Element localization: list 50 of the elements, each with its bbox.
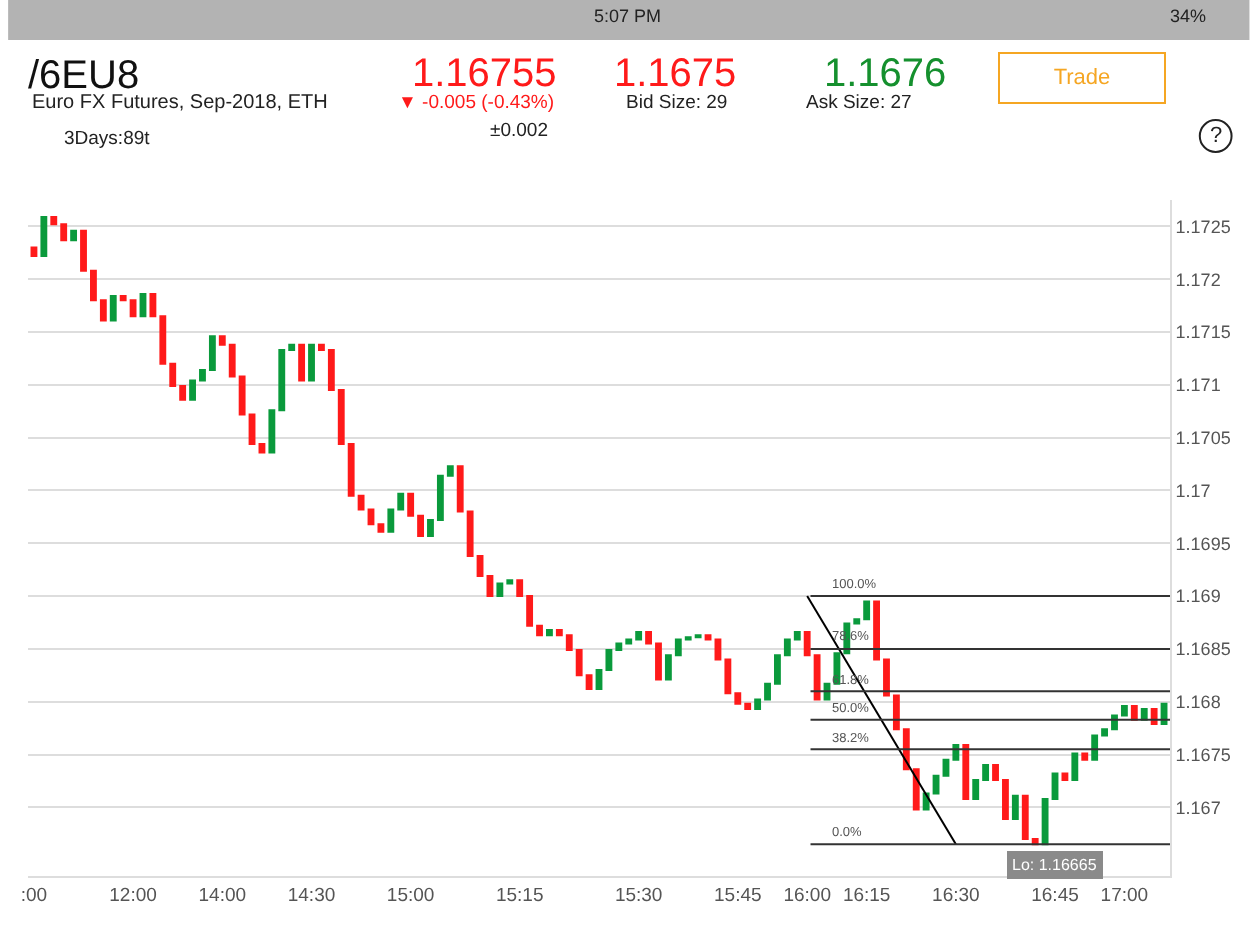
text: ±0.002 [490,120,548,142]
y-tick-label: 1.1695 [1175,533,1231,554]
y-tick-label: 1.1705 [1175,427,1231,448]
candlestick [70,229,78,242]
y-tick-label: 1.171 [1175,375,1221,396]
y-tick-label: 1.1725 [1175,216,1231,237]
x-tick-label: 17:00 [1100,884,1149,907]
candlestick [1081,752,1089,761]
candlestick [1130,704,1138,721]
x-tick-label: 15:00 [386,884,435,907]
x-tick-label: 15:45 [714,884,762,907]
candlestick [308,343,315,382]
y-tick-label: 1.17 [1175,480,1211,501]
chart-subtitle: Euro FX Futures, Sep-2018, ETH [32,92,328,114]
x-tick-label: 12:00 [109,884,157,907]
candlestick [298,343,306,382]
text: Bid Size: 29 [626,92,728,114]
x-tick-label: 16:45 [1031,884,1079,907]
candlestick [1011,794,1019,820]
text: 1.1676 [824,52,947,96]
text: Ask Size: 27 [806,92,912,114]
text: ? [1210,124,1223,148]
x-tick-label: 14:30 [287,884,336,907]
y-tick-label: 1.172 [1175,269,1221,290]
text: ▼ -0.005 (-0.43%) [398,92,555,114]
text: Trade [1053,66,1111,90]
y-tick-label: 1.169 [1175,586,1221,607]
x-tick-label: :00 [20,884,48,907]
x-tick-label: 15:15 [495,884,544,907]
x-tick-label: 15:30 [614,884,663,907]
x-tick-label: 14:00 [198,884,247,907]
y-tick-label: 1.168 [1175,692,1221,713]
y-tick-label: 1.1715 [1175,322,1231,343]
candlestick [109,295,117,322]
text: 1.1675 [614,52,737,96]
text: 3Days:89t [64,128,151,150]
text: 1.16755 [412,52,557,96]
candlestick [1071,752,1079,781]
x-tick-label: 16:15 [842,884,891,907]
y-tick-label: 1.167 [1175,797,1221,818]
annotation: Lo: 1.16665 [1012,856,1098,874]
x-tick-label: 16:30 [932,884,980,907]
candlestick [546,628,553,637]
y-tick-label: 1.1675 [1175,744,1231,765]
text: 34% [1170,6,1207,26]
x-tick-label: 16:00 [783,884,831,907]
candlestick [962,744,970,800]
y-tick-label: 1.1685 [1175,639,1231,660]
candlestick [40,215,48,257]
text: 5:07 PM [594,6,662,26]
